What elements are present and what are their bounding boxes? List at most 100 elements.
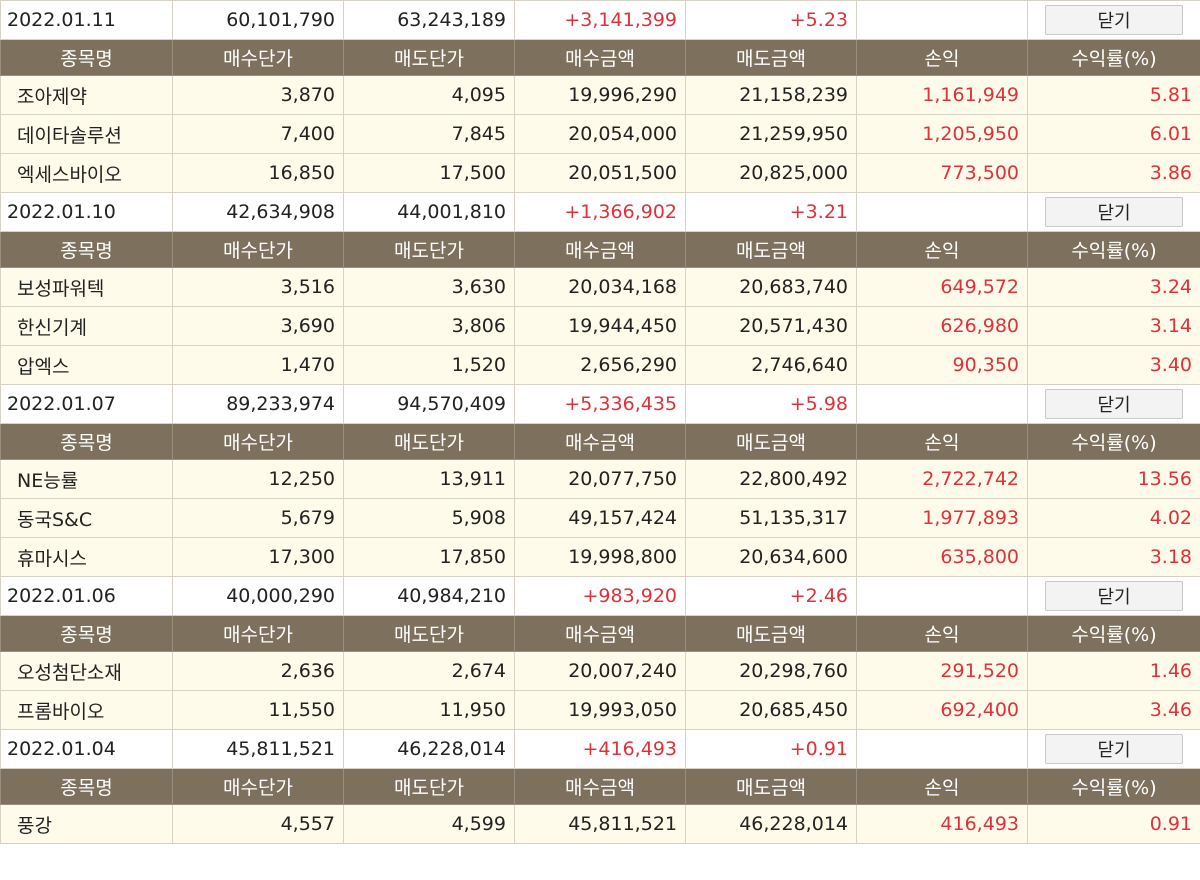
header-profit: 손익	[856, 231, 1028, 268]
close-button[interactable]: 닫기	[1045, 581, 1183, 611]
stock-sell-amount: 22,800,492	[685, 459, 857, 499]
header-sell-price: 매도단가	[343, 39, 515, 76]
stock-profit: 1,161,949	[856, 75, 1028, 115]
stock-sell-amount: 20,683,740	[685, 267, 857, 307]
stock-sell-price: 13,911	[343, 459, 515, 499]
close-button-cell: 닫기	[1027, 192, 1200, 232]
day-empty-cell	[856, 192, 1028, 232]
close-button[interactable]: 닫기	[1045, 389, 1183, 419]
stock-profit: 692,400	[856, 690, 1028, 730]
day-buy-total: 42,634,908	[172, 192, 344, 232]
stock-sell-amount: 46,228,014	[685, 804, 857, 844]
header-profit: 손익	[856, 615, 1028, 652]
day-date: 2022.01.07	[0, 384, 173, 424]
day-buy-total: 89,233,974	[172, 384, 344, 424]
day-sell-total: 40,984,210	[343, 576, 515, 616]
stock-name: 보성파워텍	[0, 267, 173, 307]
stock-rate: 3.24	[1027, 267, 1200, 307]
stock-buy-price: 7,400	[172, 114, 344, 154]
stock-rate: 6.01	[1027, 114, 1200, 154]
stock-name: 데이타솔루션	[0, 114, 173, 154]
header-profit: 손익	[856, 39, 1028, 76]
header-sell-price: 매도단가	[343, 768, 515, 805]
close-button[interactable]: 닫기	[1045, 5, 1183, 35]
day-date: 2022.01.10	[0, 192, 173, 232]
stock-profit: 649,572	[856, 267, 1028, 307]
stock-sell-amount: 20,825,000	[685, 153, 857, 193]
stock-name: 오성첨단소재	[0, 651, 173, 691]
header-stock-name: 종목명	[0, 768, 173, 805]
stock-rate: 3.46	[1027, 690, 1200, 730]
header-buy-price: 매수단가	[172, 768, 344, 805]
header-sell-price: 매도단가	[343, 423, 515, 460]
close-button-cell: 닫기	[1027, 0, 1200, 40]
header-stock-name: 종목명	[0, 39, 173, 76]
day-summary-row: 2022.01.04 45,811,521 46,228,014 +416,49…	[0, 729, 1200, 769]
header-buy-amount: 매수금액	[514, 39, 686, 76]
stock-buy-price: 1,470	[172, 345, 344, 385]
stock-row: 동국S&C 5,679 5,908 49,157,424 51,135,317 …	[0, 498, 1200, 538]
stock-row: 한신기계 3,690 3,806 19,944,450 20,571,430 6…	[0, 306, 1200, 346]
close-button-cell: 닫기	[1027, 576, 1200, 616]
stock-buy-price: 2,636	[172, 651, 344, 691]
column-header-row: 종목명 매수단가 매도단가 매수금액 매도금액 손익 수익률(%)	[0, 423, 1200, 460]
header-rate: 수익률(%)	[1027, 39, 1200, 76]
stock-row: 오성첨단소재 2,636 2,674 20,007,240 20,298,760…	[0, 651, 1200, 691]
day-buy-total: 60,101,790	[172, 0, 344, 40]
header-buy-amount: 매수금액	[514, 615, 686, 652]
stock-sell-price: 17,500	[343, 153, 515, 193]
close-button[interactable]: 닫기	[1045, 734, 1183, 764]
day-rate: +2.46	[685, 576, 857, 616]
stock-name: NE능률	[0, 459, 173, 499]
header-buy-amount: 매수금액	[514, 231, 686, 268]
stock-sell-amount: 20,571,430	[685, 306, 857, 346]
day-empty-cell	[856, 576, 1028, 616]
close-button[interactable]: 닫기	[1045, 197, 1183, 227]
stock-rate: 5.81	[1027, 75, 1200, 115]
header-sell-price: 매도단가	[343, 231, 515, 268]
header-sell-price: 매도단가	[343, 615, 515, 652]
close-button-cell: 닫기	[1027, 729, 1200, 769]
stock-profit: 2,722,742	[856, 459, 1028, 499]
stock-sell-amount: 2,746,640	[685, 345, 857, 385]
header-sell-amount: 매도금액	[685, 423, 857, 460]
day-summary-row: 2022.01.11 60,101,790 63,243,189 +3,141,…	[0, 0, 1200, 40]
stock-buy-amount: 20,054,000	[514, 114, 686, 154]
stock-row: 조아제약 3,870 4,095 19,996,290 21,158,239 1…	[0, 75, 1200, 115]
stock-buy-price: 16,850	[172, 153, 344, 193]
stock-buy-amount: 2,656,290	[514, 345, 686, 385]
stock-buy-amount: 19,944,450	[514, 306, 686, 346]
stock-profit: 1,205,950	[856, 114, 1028, 154]
stock-profit: 635,800	[856, 537, 1028, 577]
stock-sell-price: 4,599	[343, 804, 515, 844]
stock-rate: 13.56	[1027, 459, 1200, 499]
stock-name: 한신기계	[0, 306, 173, 346]
day-profit: +1,366,902	[514, 192, 686, 232]
day-profit: +416,493	[514, 729, 686, 769]
day-buy-total: 40,000,290	[172, 576, 344, 616]
header-buy-amount: 매수금액	[514, 423, 686, 460]
stock-row: NE능률 12,250 13,911 20,077,750 22,800,492…	[0, 459, 1200, 499]
header-rate: 수익률(%)	[1027, 615, 1200, 652]
stock-buy-amount: 20,077,750	[514, 459, 686, 499]
day-profit: +5,336,435	[514, 384, 686, 424]
day-empty-cell	[856, 384, 1028, 424]
header-stock-name: 종목명	[0, 615, 173, 652]
stock-buy-amount: 20,051,500	[514, 153, 686, 193]
day-summary-row: 2022.01.07 89,233,974 94,570,409 +5,336,…	[0, 384, 1200, 424]
day-rate: +0.91	[685, 729, 857, 769]
header-profit: 손익	[856, 768, 1028, 805]
stock-buy-amount: 19,996,290	[514, 75, 686, 115]
stock-row: 풍강 4,557 4,599 45,811,521 46,228,014 416…	[0, 804, 1200, 844]
day-rate: +5.23	[685, 0, 857, 40]
stock-profit: 291,520	[856, 651, 1028, 691]
header-rate: 수익률(%)	[1027, 423, 1200, 460]
stock-buy-amount: 45,811,521	[514, 804, 686, 844]
stock-buy-amount: 20,034,168	[514, 267, 686, 307]
stock-sell-amount: 21,259,950	[685, 114, 857, 154]
stock-rate: 0.91	[1027, 804, 1200, 844]
day-summary-row: 2022.01.10 42,634,908 44,001,810 +1,366,…	[0, 192, 1200, 232]
header-sell-amount: 매도금액	[685, 768, 857, 805]
stock-row: 엑세스바이오 16,850 17,500 20,051,500 20,825,0…	[0, 153, 1200, 193]
stock-sell-price: 3,630	[343, 267, 515, 307]
